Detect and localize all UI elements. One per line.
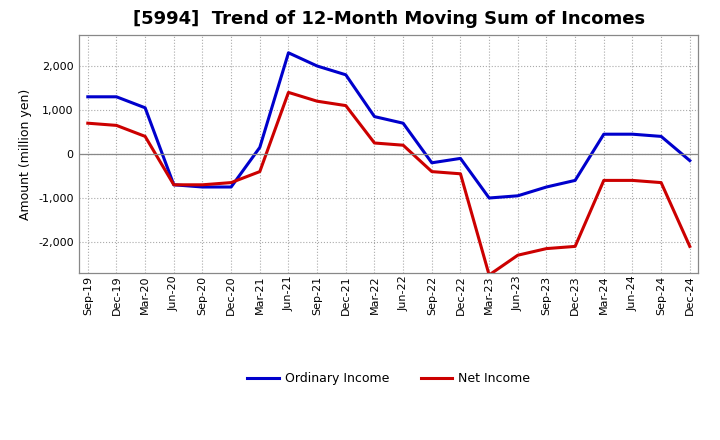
Net Income [513,253,522,258]
Ordinary Income [628,132,636,137]
Net Income [428,169,436,174]
Ordinary Income [112,94,121,99]
Ordinary Income [227,184,235,190]
Net Income [657,180,665,185]
Net Income [685,244,694,249]
Ordinary Income [542,184,551,190]
Ordinary Income [312,63,321,69]
Ordinary Income [370,114,379,119]
Title: [5994]  Trend of 12-Month Moving Sum of Incomes: [5994] Trend of 12-Month Moving Sum of I… [132,10,645,28]
Net Income [571,244,580,249]
Ordinary Income [84,94,92,99]
Net Income [256,169,264,174]
Net Income [227,180,235,185]
Ordinary Income [284,50,293,55]
Ordinary Income [485,195,493,201]
Net Income [198,182,207,187]
Net Income [112,123,121,128]
Net Income [341,103,350,108]
Y-axis label: Amount (million yen): Amount (million yen) [19,88,32,220]
Line: Ordinary Income: Ordinary Income [88,53,690,198]
Ordinary Income [256,145,264,150]
Net Income [141,134,150,139]
Net Income [542,246,551,251]
Net Income [370,140,379,146]
Line: Net Income: Net Income [88,92,690,275]
Ordinary Income [600,132,608,137]
Ordinary Income [428,160,436,165]
Net Income [169,182,178,187]
Net Income [284,90,293,95]
Ordinary Income [513,193,522,198]
Net Income [312,99,321,104]
Ordinary Income [169,182,178,187]
Ordinary Income [685,158,694,163]
Ordinary Income [399,121,408,126]
Ordinary Income [141,105,150,110]
Ordinary Income [198,184,207,190]
Ordinary Income [456,156,465,161]
Net Income [485,272,493,278]
Net Income [628,178,636,183]
Net Income [84,121,92,126]
Net Income [456,171,465,176]
Net Income [399,143,408,148]
Ordinary Income [341,72,350,77]
Ordinary Income [571,178,580,183]
Net Income [600,178,608,183]
Ordinary Income [657,134,665,139]
Legend: Ordinary Income, Net Income: Ordinary Income, Net Income [243,367,535,390]
